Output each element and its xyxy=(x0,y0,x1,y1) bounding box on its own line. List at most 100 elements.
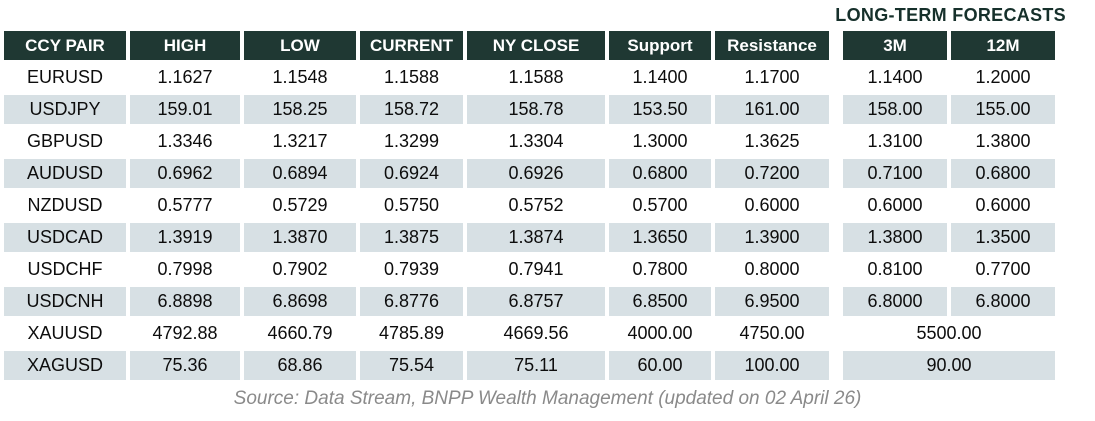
value-cell: 0.7902 xyxy=(272,259,328,279)
value-cell: 4000.00 xyxy=(627,323,693,343)
table-row-usdcad: USDCAD 1.3919 1.3870 1.3875 1.3874 1.3650 1.39… xyxy=(4,223,1055,252)
value-cell: 75.11 xyxy=(467,351,605,380)
value-cell: 1.3800 xyxy=(975,131,1031,151)
table-row-usdjpy: USDJPY 159.01 158.25 158.72 158.78 153.50 161.… xyxy=(4,95,1055,124)
value-cell: 0.6000 xyxy=(744,195,800,215)
table-body: EURUSD 1.1627 1.1548 1.1588 1.1588 1.1400 1.17… xyxy=(4,63,1055,380)
value-cell: 1.3919 xyxy=(130,223,240,252)
forecast-section-spacer xyxy=(833,191,839,220)
value-cell: 158.78 xyxy=(467,95,605,124)
value-cell: 75.36 xyxy=(130,351,240,380)
value-cell: 4660.79 xyxy=(267,323,333,343)
value-cell: 75.54 xyxy=(360,351,463,380)
value-cell: 6.8757 xyxy=(467,287,605,316)
column-header-ny-close: NY CLOSE xyxy=(467,31,605,60)
value-cell: 0.6000 xyxy=(975,195,1031,215)
value-cell: 6.8500 xyxy=(609,287,711,316)
value-cell: 0.5700 xyxy=(632,195,688,215)
value-cell: 1.3874 xyxy=(467,223,605,252)
value-cell: 1.3100 xyxy=(867,131,923,151)
value-cell: 1.1588 xyxy=(383,67,440,87)
value-cell: 6.8000 xyxy=(951,287,1055,316)
value-cell: 0.7800 xyxy=(632,259,688,279)
ccy-pair-cell: NZDUSD xyxy=(27,195,103,215)
value-cell: 1.1627 xyxy=(157,67,213,87)
forecast-section-spacer xyxy=(833,255,839,284)
value-cell: 1.3346 xyxy=(157,131,213,151)
forecast-section-spacer xyxy=(833,159,839,188)
value-cell: 0.5729 xyxy=(272,195,328,215)
value-cell: 1.2000 xyxy=(975,67,1031,87)
ccy-pair-cell: USDCNH xyxy=(4,287,126,316)
value-cell: 1.3800 xyxy=(843,223,947,252)
value-cell: 4792.88 xyxy=(152,323,218,343)
column-header-support: Support xyxy=(609,31,711,60)
value-cell: 1.3875 xyxy=(360,223,463,252)
merged-forecast-cell: 5500.00 xyxy=(916,323,982,343)
value-cell: 4785.89 xyxy=(378,323,445,343)
value-cell: 158.25 xyxy=(244,95,356,124)
value-cell: 1.3650 xyxy=(609,223,711,252)
fx-rates-table: CCY PAIR HIGH LOW CURRENT NY CLOSE Support Res… xyxy=(0,28,1059,383)
value-cell: 1.3870 xyxy=(244,223,356,252)
merged-forecast-cell: 90.00 xyxy=(843,351,1055,380)
value-cell: 6.8898 xyxy=(130,287,240,316)
value-cell: 153.50 xyxy=(609,95,711,124)
value-cell: 1.1588 xyxy=(508,67,564,87)
value-cell: 0.7941 xyxy=(508,259,564,279)
table-row-xagusd: XAGUSD 75.36 68.86 75.54 75.11 60.00 100.00 90.… xyxy=(4,351,1055,380)
value-cell: 6.8776 xyxy=(360,287,463,316)
value-cell: 158.00 xyxy=(843,95,947,124)
column-header-high: HIGH xyxy=(130,31,240,60)
value-cell: 0.6800 xyxy=(951,159,1055,188)
table-header: CCY PAIR HIGH LOW CURRENT NY CLOSE Support Res… xyxy=(4,31,1055,60)
column-header-12m: 12M xyxy=(951,31,1055,60)
ccy-pair-cell: AUDUSD xyxy=(4,159,126,188)
value-cell: 1.3217 xyxy=(272,131,328,151)
value-cell: 0.6924 xyxy=(360,159,463,188)
value-cell: 158.72 xyxy=(360,95,463,124)
value-cell: 1.3304 xyxy=(508,131,564,151)
column-header-3m: 3M xyxy=(843,31,947,60)
value-cell: 0.7700 xyxy=(975,259,1031,279)
value-cell: 1.1400 xyxy=(867,67,923,87)
value-cell: 60.00 xyxy=(609,351,711,380)
forecast-section-spacer xyxy=(833,223,839,252)
value-cell: 0.6962 xyxy=(130,159,240,188)
table-row-gbpusd: GBPUSD 1.3346 1.3217 1.3299 1.3304 1.3000 1.36… xyxy=(4,127,1055,156)
value-cell: 1.1700 xyxy=(744,67,800,87)
forecast-section-spacer xyxy=(833,287,839,316)
table-row-usdchf: USDCHF 0.7998 0.7902 0.7939 0.7941 0.7800 0.80… xyxy=(4,255,1055,284)
value-cell: 1.3900 xyxy=(715,223,829,252)
value-cell: 4669.56 xyxy=(503,323,569,343)
long-term-forecasts-title: LONG-TERM FORECASTS xyxy=(835,5,1066,25)
ccy-pair-cell: GBPUSD xyxy=(26,131,104,151)
value-cell: 0.6000 xyxy=(867,195,923,215)
value-cell: 0.6926 xyxy=(467,159,605,188)
value-cell: 1.1400 xyxy=(632,67,688,87)
value-cell: 0.7939 xyxy=(383,259,440,279)
value-cell: 6.9500 xyxy=(715,287,829,316)
ccy-pair-cell: XAUUSD xyxy=(27,323,103,343)
value-cell: 0.5750 xyxy=(383,195,440,215)
value-cell: 0.6800 xyxy=(609,159,711,188)
value-cell: 0.5777 xyxy=(157,195,213,215)
ccy-pair-cell: XAGUSD xyxy=(4,351,126,380)
value-cell: 1.3000 xyxy=(632,131,688,151)
forecast-section-spacer xyxy=(833,95,839,124)
value-cell: 0.8000 xyxy=(744,259,800,279)
value-cell: 0.5752 xyxy=(508,195,564,215)
value-cell: 0.6894 xyxy=(244,159,356,188)
forecast-section-spacer xyxy=(833,127,839,156)
value-cell: 155.00 xyxy=(951,95,1055,124)
ccy-pair-cell: EURUSD xyxy=(26,67,103,87)
value-cell: 0.7998 xyxy=(157,259,213,279)
column-header-resistance: Resistance xyxy=(715,31,829,60)
value-cell: 4750.00 xyxy=(739,323,805,343)
column-header-low: LOW xyxy=(244,31,356,60)
ccy-pair-cell: USDCHF xyxy=(27,259,103,279)
forecast-section-spacer xyxy=(833,63,839,92)
value-cell: 161.00 xyxy=(715,95,829,124)
table-row-xauusd: XAUUSD 4792.88 4660.79 4785.89 4669.56 4000.0… xyxy=(4,319,1055,348)
